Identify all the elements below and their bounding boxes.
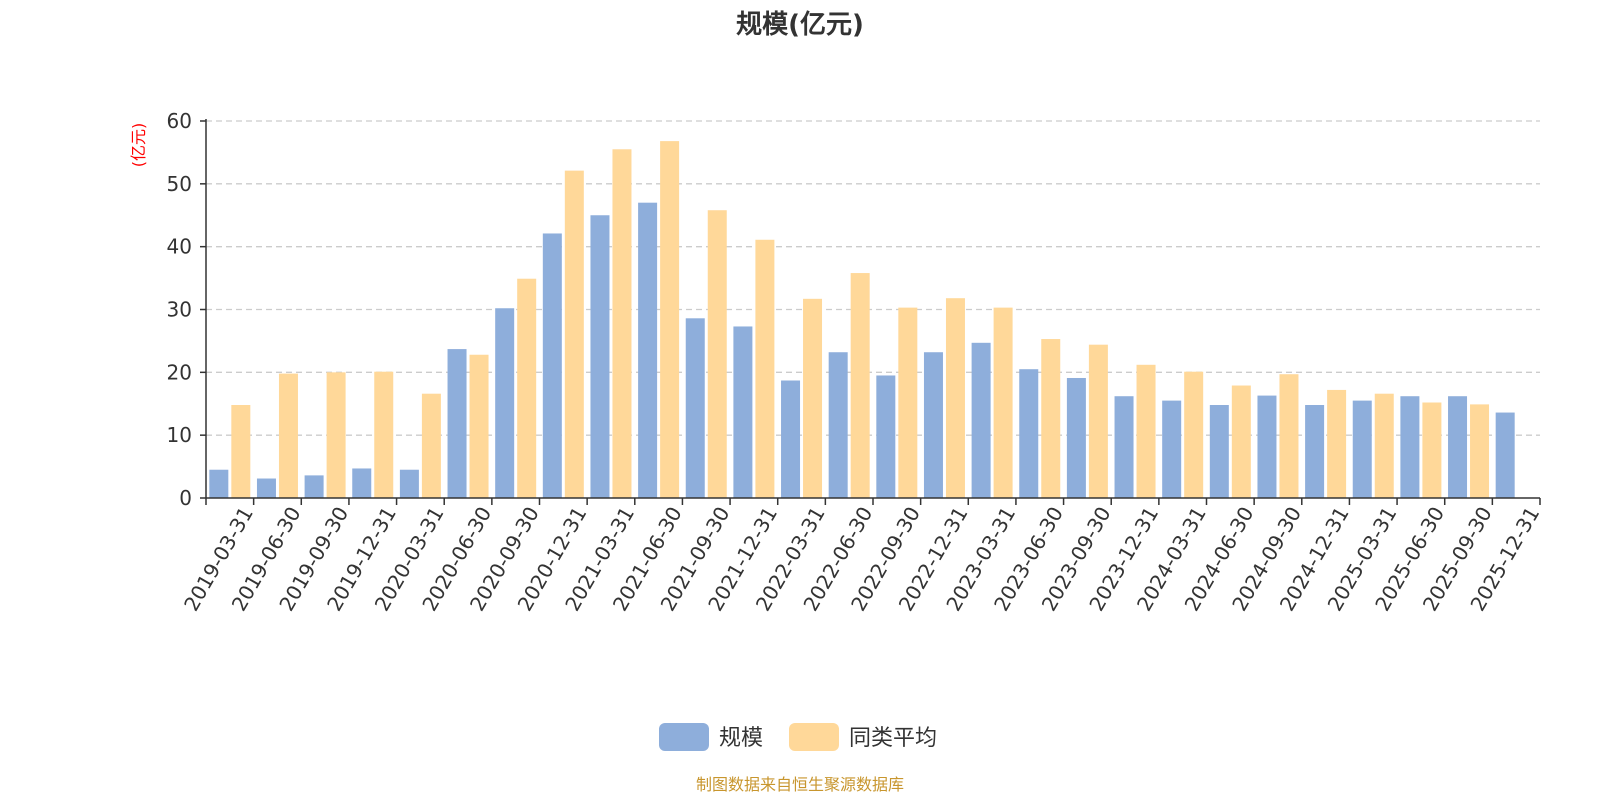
bar-scale[interactable]	[781, 380, 801, 498]
y-tick-label: 60	[167, 109, 192, 133]
bar-peer-average[interactable]	[1231, 385, 1251, 498]
bar-scale[interactable]	[638, 202, 658, 498]
bar-scale[interactable]	[1448, 396, 1468, 498]
y-tick-label: 50	[167, 172, 192, 196]
bar-peer-average[interactable]	[1327, 389, 1347, 498]
bar-peer-average[interactable]	[374, 371, 394, 498]
bar-peer-average[interactable]	[1088, 344, 1108, 498]
bar-scale[interactable]	[495, 308, 515, 498]
bar-scale[interactable]	[256, 478, 276, 498]
bar-peer-average[interactable]	[898, 307, 918, 498]
bar-scale[interactable]	[542, 233, 562, 498]
bar-peer-average[interactable]	[945, 298, 965, 498]
bar-scale[interactable]	[1352, 400, 1372, 498]
bars	[209, 141, 1515, 498]
bar-scale[interactable]	[1257, 395, 1277, 498]
bar-scale[interactable]	[1066, 377, 1086, 498]
bar-peer-average[interactable]	[278, 373, 298, 498]
bar-peer-average[interactable]	[803, 298, 823, 498]
bar-scale[interactable]	[733, 326, 753, 498]
bar-peer-average[interactable]	[1041, 339, 1061, 498]
bar-scale[interactable]	[399, 469, 419, 498]
bar-scale[interactable]	[1495, 412, 1515, 498]
legend-swatch-scale[interactable]	[659, 723, 709, 751]
bar-peer-average[interactable]	[1136, 364, 1156, 498]
bar-peer-average[interactable]	[469, 354, 489, 498]
y-tick-label: 20	[167, 360, 192, 384]
y-tick-label: 0	[179, 486, 192, 510]
bar-peer-average[interactable]	[231, 405, 251, 498]
bar-peer-average[interactable]	[1279, 374, 1299, 498]
bar-peer-average[interactable]	[421, 393, 441, 498]
y-axis-label: (亿元)	[129, 123, 148, 168]
bar-peer-average[interactable]	[612, 149, 632, 498]
bar-peer-average[interactable]	[1184, 371, 1204, 498]
bar-scale[interactable]	[971, 342, 991, 498]
chart-title: 规模(亿元)	[736, 10, 864, 40]
legend: 规模 同类平均	[659, 723, 937, 751]
bar-scale[interactable]	[1019, 369, 1039, 498]
y-tick-label: 10	[167, 423, 192, 447]
bar-scale[interactable]	[352, 468, 372, 498]
bar-scale[interactable]	[590, 215, 610, 498]
legend-label-scale[interactable]: 规模	[719, 726, 763, 751]
bar-peer-average[interactable]	[660, 141, 680, 498]
bar-scale[interactable]	[828, 352, 848, 498]
bar-scale[interactable]	[304, 475, 324, 498]
bar-scale[interactable]	[1209, 405, 1229, 498]
bar-scale[interactable]	[209, 469, 229, 498]
bar-peer-average[interactable]	[1470, 404, 1490, 498]
bar-scale[interactable]	[685, 318, 705, 498]
bar-peer-average[interactable]	[1374, 393, 1394, 498]
bar-scale[interactable]	[876, 375, 896, 498]
y-tick-label: 30	[167, 298, 192, 322]
legend-label-peer-average[interactable]: 同类平均	[849, 726, 937, 751]
legend-swatch-peer-average[interactable]	[789, 723, 839, 751]
bar-peer-average[interactable]	[993, 307, 1013, 498]
bar-peer-average[interactable]	[564, 170, 584, 498]
source-note: 制图数据来自恒生聚源数据库	[696, 775, 904, 794]
bar-scale[interactable]	[1114, 396, 1134, 498]
gridlines	[206, 120, 1540, 436]
bar-scale[interactable]	[1162, 400, 1182, 498]
bar-peer-average[interactable]	[755, 239, 775, 498]
bar-peer-average[interactable]	[517, 278, 537, 498]
bar-peer-average[interactable]	[850, 273, 870, 498]
bar-peer-average[interactable]	[1422, 402, 1442, 498]
bar-scale[interactable]	[1400, 396, 1420, 498]
bar-peer-average[interactable]	[707, 210, 727, 498]
y-tick-label: 40	[167, 235, 192, 259]
bar-scale[interactable]	[447, 349, 467, 498]
bar-scale[interactable]	[1305, 405, 1325, 498]
bar-peer-average[interactable]	[326, 372, 346, 498]
bar-scale[interactable]	[923, 352, 943, 498]
